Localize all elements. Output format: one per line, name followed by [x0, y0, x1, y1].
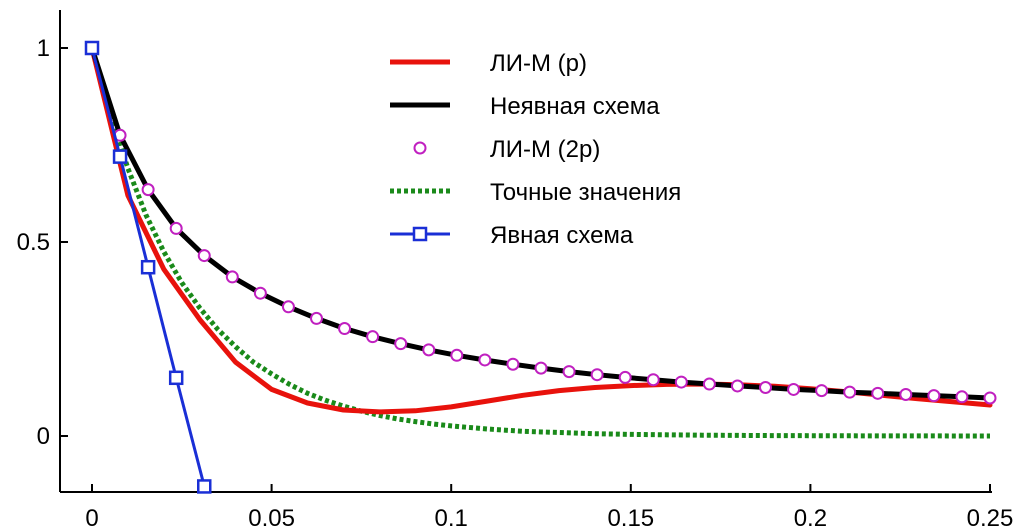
data-point [338, 322, 352, 336]
data-point [702, 377, 716, 391]
x-tick-label: 0.15 [607, 505, 654, 532]
x-tick-label: 0.2 [794, 505, 827, 532]
legend-entry: Явная схема [390, 222, 634, 249]
data-point [478, 353, 492, 367]
data-point [450, 348, 464, 362]
series-4 [84, 40, 212, 494]
legend-marker [413, 141, 427, 155]
data-point [310, 311, 323, 325]
x-tick-label: 0.05 [248, 505, 295, 532]
legend-label: Явная схема [490, 222, 634, 249]
data-point [197, 479, 212, 494]
x-tick-label: 0.1 [435, 505, 468, 532]
data-point [983, 391, 997, 405]
data-point [112, 149, 128, 164]
data-point [225, 270, 239, 284]
data-point [506, 357, 520, 371]
data-point [168, 370, 184, 386]
y-tick-label: 1 [37, 35, 50, 62]
data-point [562, 365, 576, 379]
legend-entry: ЛИ-М (p) [390, 50, 587, 77]
data-point [955, 390, 969, 404]
axes: 0 0.05 0.1 0.15 0.2 0.25 0 0.5 1 [17, 10, 1014, 532]
data-point [843, 385, 857, 399]
legend: ЛИ-М (p) Неявная схема ЛИ-М (2p) Точные зна… [390, 50, 681, 249]
data-point [899, 387, 913, 401]
data-point [646, 373, 660, 387]
data-point [787, 382, 801, 396]
x-tick-label: 0.25 [967, 505, 1014, 532]
data-point [759, 381, 772, 394]
data-point [84, 40, 100, 56]
data-point [422, 343, 436, 357]
data-point [253, 286, 267, 300]
data-point [197, 249, 211, 263]
data-point [927, 389, 941, 403]
y-tick-label: 0 [37, 423, 50, 450]
legend-entry: Неявная схема [390, 93, 660, 120]
y-tick-label: 0.5 [17, 229, 50, 256]
data-point [871, 386, 885, 400]
data-point [281, 300, 295, 314]
legend-label: ЛИ-М (2p) [490, 136, 600, 163]
legend-marker [412, 226, 428, 242]
legend-entry: Точные значения [390, 179, 681, 206]
data-point [366, 330, 380, 344]
data-point [815, 384, 829, 398]
data-point [394, 337, 408, 351]
legend-label: ЛИ-М (p) [490, 50, 587, 77]
legend-label: Неявная схема [490, 93, 660, 120]
data-point [730, 379, 744, 393]
data-point [674, 375, 688, 389]
legend-label: Точные значения [490, 179, 681, 206]
data-point [590, 368, 604, 382]
series-layer [84, 40, 997, 494]
data-point [534, 361, 548, 375]
data-point [140, 259, 156, 275]
data-point [169, 221, 183, 235]
legend-entry: ЛИ-М (2p) [413, 136, 600, 163]
data-point [618, 370, 632, 384]
x-tick-label: 0 [85, 505, 98, 532]
data-point [141, 183, 155, 197]
